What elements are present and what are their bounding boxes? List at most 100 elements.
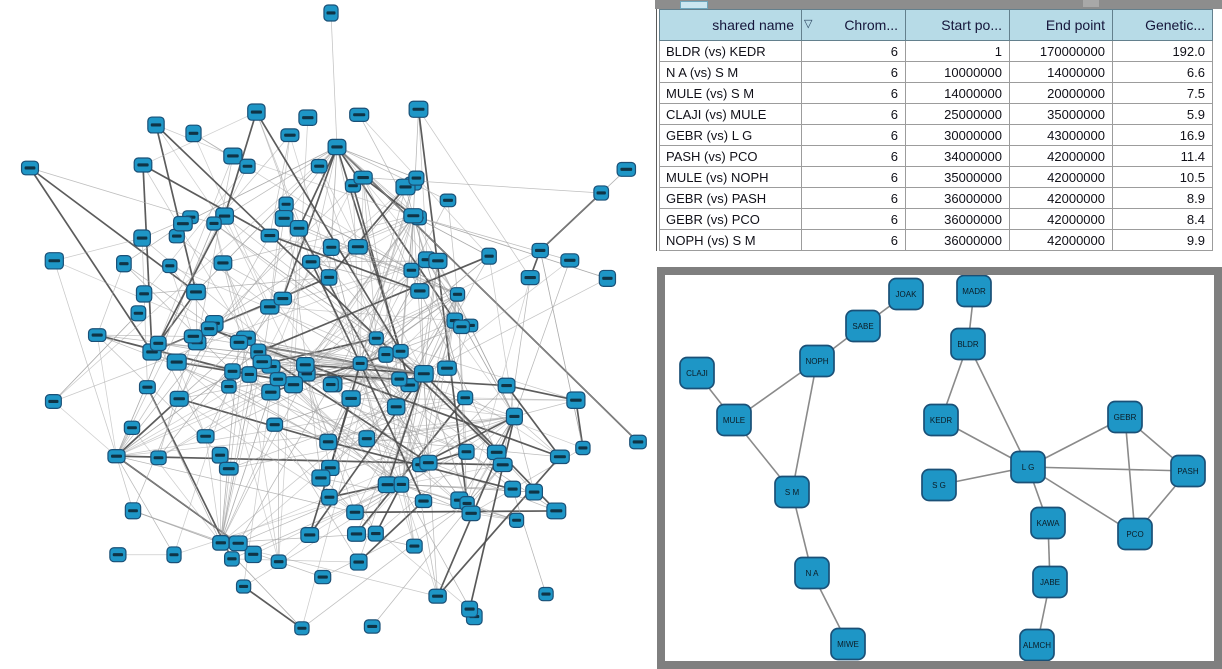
network-node[interactable] bbox=[439, 193, 457, 208]
network-node[interactable] bbox=[349, 553, 368, 571]
network-node[interactable] bbox=[508, 512, 525, 528]
network-node[interactable] bbox=[327, 138, 347, 156]
network-node[interactable] bbox=[403, 262, 420, 278]
network-node[interactable] bbox=[449, 287, 466, 302]
network-node[interactable] bbox=[520, 269, 540, 286]
network-node[interactable] bbox=[116, 255, 132, 273]
network-node[interactable] bbox=[130, 305, 147, 322]
detail-network-panel[interactable]: JOAK MADR SABE NOPH BLDR CLAJI MULE KEDR GEBR S M… bbox=[657, 267, 1222, 669]
network-node[interactable] bbox=[280, 128, 300, 143]
network-node[interactable] bbox=[44, 252, 64, 270]
network-node[interactable] bbox=[169, 390, 189, 407]
network-node[interactable] bbox=[566, 391, 586, 409]
network-edge-GEBR-PCO[interactable] bbox=[1124, 416, 1136, 535]
network-node[interactable] bbox=[505, 407, 523, 426]
network-node[interactable] bbox=[392, 343, 409, 359]
network-node-PCO[interactable]: PCO bbox=[1117, 517, 1153, 551]
column-header-genetic[interactable]: Genetic... bbox=[1112, 9, 1213, 41]
network-node[interactable] bbox=[481, 247, 497, 265]
network-node[interactable] bbox=[363, 619, 381, 634]
network-node[interactable] bbox=[228, 535, 248, 552]
network-node-KEDR[interactable]: KEDR bbox=[923, 403, 959, 437]
overview-network-panel[interactable] bbox=[0, 0, 656, 669]
network-node[interactable] bbox=[196, 429, 215, 444]
network-node[interactable] bbox=[229, 334, 249, 350]
network-node[interactable] bbox=[211, 446, 229, 464]
network-node-GEBR[interactable]: GEBR bbox=[1107, 400, 1143, 434]
network-node[interactable] bbox=[295, 356, 315, 373]
network-node[interactable] bbox=[391, 371, 408, 387]
network-node[interactable] bbox=[346, 504, 364, 521]
network-node[interactable] bbox=[538, 586, 554, 602]
network-node-LG[interactable]: L G bbox=[1010, 450, 1046, 484]
network-node[interactable] bbox=[461, 600, 479, 618]
network-node[interactable] bbox=[368, 331, 384, 346]
network-node[interactable] bbox=[347, 238, 368, 255]
network-node[interactable] bbox=[319, 433, 338, 451]
table-row[interactable]: BLDR (vs) KEDR 6 1 170000000 192.0 bbox=[659, 40, 1213, 62]
network-node-SM[interactable]: S M bbox=[774, 475, 810, 509]
network-node[interactable] bbox=[135, 285, 153, 303]
network-node[interactable] bbox=[87, 328, 107, 343]
detail-network-canvas[interactable]: JOAK MADR SABE NOPH BLDR CLAJI MULE KEDR GEBR S M… bbox=[665, 275, 1214, 661]
network-node[interactable] bbox=[109, 547, 127, 563]
network-node-MADR[interactable]: MADR bbox=[956, 275, 992, 308]
network-node[interactable] bbox=[486, 444, 507, 461]
network-node[interactable] bbox=[497, 377, 516, 394]
network-node-MULE[interactable]: MULE bbox=[716, 403, 752, 437]
network-node[interactable] bbox=[367, 525, 384, 542]
network-node[interactable] bbox=[341, 390, 361, 407]
network-node[interactable] bbox=[320, 269, 338, 286]
table-row[interactable]: MULE (vs) S M 6 14000000 20000000 7.5 bbox=[659, 82, 1213, 104]
network-node[interactable] bbox=[133, 229, 151, 247]
network-node[interactable] bbox=[311, 469, 331, 487]
network-node[interactable] bbox=[457, 390, 474, 406]
network-node-BLDR[interactable]: BLDR bbox=[950, 327, 986, 361]
network-node-MIWE[interactable]: MIWE bbox=[830, 627, 866, 661]
network-node[interactable] bbox=[322, 376, 339, 393]
network-node[interactable] bbox=[123, 420, 141, 436]
network-node[interactable] bbox=[183, 329, 203, 344]
network-node[interactable] bbox=[452, 319, 471, 335]
network-node[interactable] bbox=[352, 356, 368, 371]
network-node[interactable] bbox=[549, 449, 570, 465]
network-node[interactable] bbox=[504, 480, 522, 498]
network-node[interactable] bbox=[283, 376, 304, 394]
network-node[interactable] bbox=[346, 526, 367, 542]
network-node[interactable] bbox=[531, 242, 549, 259]
network-node[interactable] bbox=[124, 502, 142, 520]
network-node[interactable] bbox=[322, 238, 340, 256]
network-node[interactable] bbox=[224, 363, 241, 380]
network-node[interactable] bbox=[212, 535, 230, 551]
network-node[interactable] bbox=[323, 4, 339, 22]
network-node[interactable] bbox=[235, 579, 252, 594]
network-node[interactable] bbox=[525, 483, 544, 501]
network-node-SABE[interactable]: SABE bbox=[845, 309, 881, 343]
network-node-NA[interactable]: N A bbox=[794, 556, 830, 590]
network-node[interactable] bbox=[273, 291, 293, 306]
network-node[interactable] bbox=[247, 103, 266, 121]
network-node-JABE[interactable]: JABE bbox=[1032, 565, 1068, 599]
network-node[interactable] bbox=[406, 538, 423, 554]
network-node[interactable] bbox=[598, 269, 617, 287]
network-node[interactable] bbox=[349, 107, 370, 122]
network-node[interactable] bbox=[244, 545, 262, 564]
network-node[interactable] bbox=[629, 434, 647, 450]
network-node[interactable] bbox=[560, 253, 580, 268]
network-node[interactable] bbox=[266, 417, 284, 432]
network-node[interactable] bbox=[419, 454, 438, 471]
network-node[interactable] bbox=[301, 254, 321, 269]
network-node[interactable] bbox=[546, 502, 567, 520]
network-edge-LG-PCO[interactable] bbox=[1027, 466, 1136, 535]
network-node[interactable] bbox=[270, 554, 287, 570]
network-node[interactable] bbox=[206, 216, 222, 231]
column-header-startpo[interactable]: Start po... bbox=[905, 9, 1010, 41]
network-node[interactable] bbox=[458, 443, 475, 460]
column-header-sharedname[interactable]: shared name bbox=[659, 9, 802, 41]
network-node[interactable] bbox=[107, 449, 126, 464]
network-node-PASH[interactable]: PASH bbox=[1170, 454, 1206, 488]
network-node[interactable] bbox=[149, 335, 167, 352]
column-header-chrom[interactable]: ▽ Chrom... bbox=[801, 9, 906, 41]
network-node[interactable] bbox=[269, 372, 287, 387]
table-scroll-tab[interactable] bbox=[680, 1, 708, 9]
